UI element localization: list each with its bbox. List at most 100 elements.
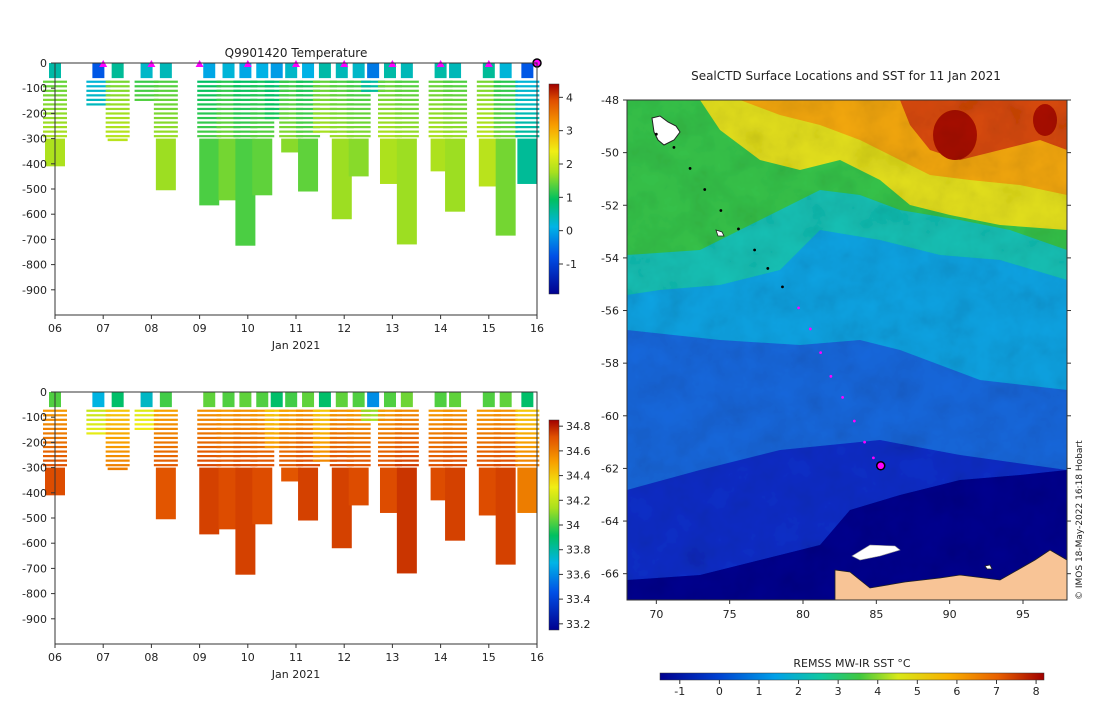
profile-streak: [346, 89, 371, 92]
profile-streak: [312, 455, 337, 458]
kerguelen-island: [651, 115, 681, 146]
profile-streak: [197, 112, 222, 115]
profile-streak: [377, 427, 402, 430]
profile-streak: [264, 94, 289, 97]
profile-streak: [134, 80, 159, 83]
profile-streak: [296, 130, 321, 133]
profile-streak: [329, 103, 354, 106]
profile-streak: [279, 121, 304, 124]
profile-streak: [296, 450, 321, 453]
profile-streak: [476, 103, 501, 106]
profile-streak: [346, 107, 371, 111]
profile-streak: [279, 80, 304, 83]
profile-streak: [493, 130, 518, 133]
profile-streak: [312, 432, 337, 435]
lat-tick-label: -60: [601, 410, 619, 423]
heard-island: [715, 229, 725, 237]
profile-deep-column: [495, 138, 516, 236]
profile-streak: [394, 423, 419, 426]
profile-streak: [197, 432, 222, 435]
profile-streak: [515, 464, 540, 467]
x-tick-label: 07: [96, 651, 110, 664]
profile-streak: [493, 116, 518, 120]
profile-streak: [346, 98, 371, 101]
profile-streak: [279, 103, 304, 106]
profile-streak: [493, 427, 518, 430]
profile-streak: [428, 98, 453, 101]
profile-streak: [377, 121, 402, 124]
profile-streak: [264, 427, 289, 430]
profile-surface-cell: [521, 63, 534, 79]
profile-streak: [443, 445, 468, 449]
profile-streak: [515, 427, 540, 430]
profile-streak: [493, 459, 518, 462]
profile-streak: [279, 436, 304, 440]
y-tick-label: -200: [22, 436, 47, 449]
profile-15: [346, 63, 371, 177]
profile-streak: [443, 126, 468, 129]
profile-streak: [233, 98, 258, 101]
profile-streak: [134, 94, 159, 97]
profile-12: [296, 392, 321, 521]
profile-streak: [105, 116, 130, 120]
profile-streak: [377, 135, 402, 138]
profile-streak: [197, 116, 222, 120]
profile-streak: [476, 121, 501, 124]
profile-surface-cell: [92, 392, 105, 408]
profile-streak: [377, 98, 402, 101]
profile-streak: [279, 89, 304, 92]
profile-surface-cell: [367, 392, 380, 408]
temperature-panel: Q9901420 Temperature 0 -100 -200 -300 -400 -5…: [22, 46, 577, 352]
profile-streak: [346, 94, 371, 97]
profile-streak: [346, 455, 371, 458]
profile-surface-cell: [111, 63, 124, 79]
sst-colorbar-tick-label: 8: [1033, 685, 1040, 698]
profile-streak: [153, 427, 178, 430]
profile-streak: [250, 112, 275, 115]
profile-14: [329, 63, 354, 220]
profile-streak: [134, 89, 159, 92]
track-point: [719, 209, 723, 212]
profile-streak: [361, 80, 386, 83]
profile-8: [233, 392, 258, 575]
profile-streak: [105, 464, 130, 467]
profile-streak: [312, 450, 337, 453]
profile-streak: [346, 464, 371, 467]
x-tick-label: 16: [530, 651, 544, 664]
profile-surface-cell: [159, 63, 172, 79]
profile-22: [493, 63, 518, 236]
profile-streak: [216, 130, 241, 133]
colorbar-tick-label: 2: [566, 158, 573, 171]
profile-streak: [377, 418, 402, 421]
profile-streak: [394, 135, 419, 138]
lon-tick-label: 75: [723, 608, 737, 621]
colorbar-tick-label: 34.4: [566, 470, 591, 483]
profile-surface-cell: [449, 392, 462, 408]
profile-streak: [153, 450, 178, 453]
x-tick-label: 06: [48, 322, 62, 335]
profile-streak: [153, 418, 178, 421]
profile-streak: [443, 112, 468, 115]
profile-streak: [476, 459, 501, 462]
profile-streak: [216, 441, 241, 444]
profile-deep-column: [396, 138, 417, 245]
profile-streak: [476, 436, 501, 440]
profile-streak: [428, 135, 453, 138]
profile-deep-column: [379, 467, 400, 513]
profile-17: [377, 63, 402, 184]
profile-streak: [134, 418, 159, 421]
profile-6: [197, 392, 222, 535]
profile-streak: [86, 89, 111, 92]
profile-streak: [153, 80, 178, 83]
profile-streak: [296, 455, 321, 458]
profile-streak: [329, 130, 354, 133]
salinity-x-ticks: 06 07 08 09 10 11 12 13 14 15 16: [48, 644, 544, 664]
profile-streak: [476, 423, 501, 426]
profile-streak: [264, 89, 289, 92]
profile-streak: [493, 107, 518, 111]
profile-streak: [250, 441, 275, 444]
profile-streak: [250, 130, 275, 133]
profile-streak: [443, 116, 468, 120]
profile-streak: [86, 80, 111, 83]
y-tick-label: -800: [22, 259, 47, 272]
